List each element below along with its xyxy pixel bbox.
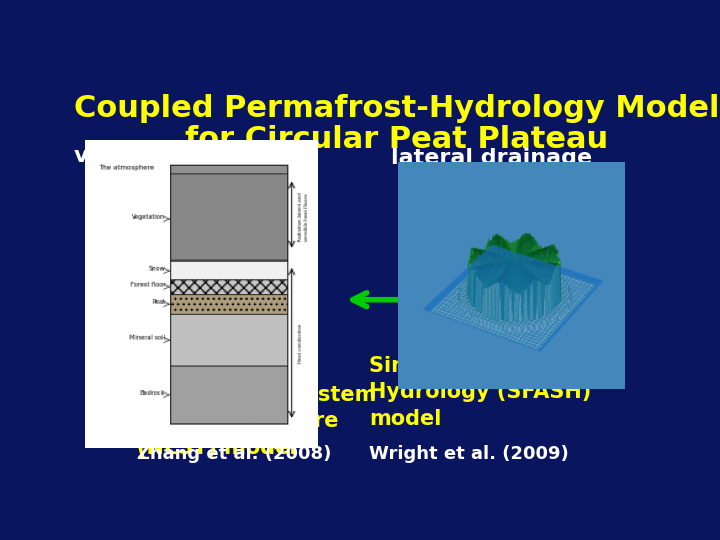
Text: vertical transfer: vertical transfer: [74, 146, 279, 166]
Text: Northern Ecosystem
Soil Temperature
(NEST) model: Northern Ecosystem Soil Temperature (NES…: [138, 385, 377, 458]
Text: for Circular Peat Plateau: for Circular Peat Plateau: [185, 125, 608, 154]
Text: Wright et al. (2009): Wright et al. (2009): [369, 446, 569, 463]
Text: Coupled Permafrost-Hydrology Model: Coupled Permafrost-Hydrology Model: [74, 94, 720, 123]
Text: Simple Fill and Spill
Hydrology (SFASH)
model: Simple Fill and Spill Hydrology (SFASH) …: [369, 356, 602, 429]
Text: Zhang et al. (2008): Zhang et al. (2008): [138, 446, 332, 463]
Text: lateral drainage: lateral drainage: [391, 148, 593, 168]
